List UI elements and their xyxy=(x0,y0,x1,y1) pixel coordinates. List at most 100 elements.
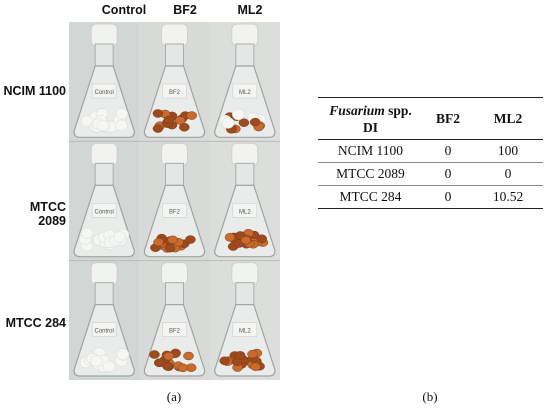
row-header-ncim-1100: NCIM 1100 xyxy=(3,84,66,98)
flask-label-text: BF2 xyxy=(169,329,181,335)
seed xyxy=(234,351,246,360)
seed xyxy=(185,235,196,244)
seed xyxy=(219,356,230,366)
flask-cell: Control xyxy=(69,22,140,142)
species-suffix: spp. xyxy=(384,102,412,118)
seed xyxy=(149,350,160,359)
flask-label-text: ML2 xyxy=(239,329,251,335)
table-row: NCIM 1100 0 100 xyxy=(318,140,543,163)
flask-cell: ML2 xyxy=(209,260,280,380)
seed xyxy=(249,117,261,127)
flask-cell: BF2 xyxy=(139,141,210,261)
cotton-plug xyxy=(231,142,259,166)
seed xyxy=(186,111,197,120)
cell-bf2: 0 xyxy=(444,166,452,181)
seed xyxy=(247,349,258,359)
seed xyxy=(240,235,252,245)
row-name: MTCC 284 xyxy=(339,189,402,204)
flask-body xyxy=(143,65,206,138)
row-header-mtcc-2089: MTCC 2089 xyxy=(29,200,66,228)
flask-label-text: ML2 xyxy=(239,209,251,215)
cotton-ball xyxy=(96,119,110,132)
seed xyxy=(152,109,164,118)
cotton-plug xyxy=(90,23,118,47)
seed xyxy=(179,122,190,132)
cotton-plug xyxy=(231,262,259,286)
species-name: Fusarium xyxy=(329,102,385,118)
header-bf2: BF2 xyxy=(435,110,460,126)
cotton-ball xyxy=(116,348,130,360)
cell-ml2: 10.52 xyxy=(492,189,524,204)
cotton-plug xyxy=(231,23,259,47)
row-name: MTCC 2089 xyxy=(336,166,405,181)
cotton-plug xyxy=(161,142,188,166)
flask-label-text: Control xyxy=(94,209,113,215)
table-row: MTCC 2089 0 0 xyxy=(318,163,543,186)
seed xyxy=(174,116,186,125)
caption-a: (a) xyxy=(166,389,182,404)
flask-label-patch xyxy=(91,322,117,337)
seed xyxy=(153,237,164,247)
flask-cell: ML2 xyxy=(209,22,280,142)
seed xyxy=(256,234,268,244)
seed xyxy=(162,362,173,371)
di-table: Fusarium spp. DI BF2 ML2 NCIM 1100 0 100… xyxy=(318,97,543,209)
flask-photo-grid: Control BF2 ML2 Control BF2 ML2 Control BF2 ML2 xyxy=(69,22,280,380)
seed xyxy=(163,115,175,125)
flask-cell: Control xyxy=(69,141,140,261)
flask-label-patch xyxy=(162,83,187,99)
seed xyxy=(177,363,189,373)
seed xyxy=(163,351,174,361)
flask-label-text: Control xyxy=(94,329,113,335)
flask-label-patch xyxy=(232,203,258,218)
flask-label-text: BF2 xyxy=(169,90,181,96)
cotton-ball xyxy=(80,227,94,239)
cell-bf2: 0 xyxy=(444,143,452,158)
header-di: DI xyxy=(362,119,378,135)
cotton-ball xyxy=(115,108,129,120)
cell-ml2: 0 xyxy=(504,166,512,181)
column-header-bf2: BF2 xyxy=(173,3,197,17)
cell-ml2: 100 xyxy=(497,143,519,158)
flask-label-text: Control xyxy=(94,90,113,96)
cotton-ball xyxy=(221,117,235,129)
seed xyxy=(250,362,261,371)
cotton-plug xyxy=(90,262,118,286)
seed xyxy=(238,118,250,127)
flask-label-patch xyxy=(91,83,117,99)
table-row: MTCC 284 0 10.52 xyxy=(318,186,543,209)
cotton-ball xyxy=(115,119,128,132)
header-species-di: Fusarium spp. DI xyxy=(318,98,423,140)
row-header-mtcc-284: MTCC 284 xyxy=(5,316,66,330)
cotton-ball xyxy=(113,231,126,243)
cotton-ball xyxy=(102,360,116,373)
seed xyxy=(167,235,178,245)
cotton-plug xyxy=(161,23,188,47)
flask-label-patch xyxy=(162,203,187,218)
header-ml2: ML2 xyxy=(493,110,523,126)
caption-b: (b) xyxy=(422,389,438,404)
flask-cell: ML2 xyxy=(209,141,280,261)
flask-cell: Control xyxy=(69,260,140,380)
seed xyxy=(164,243,176,253)
column-header-control: Control xyxy=(101,3,147,17)
cotton-plug xyxy=(161,262,188,286)
row-name: NCIM 1100 xyxy=(337,143,404,158)
seed xyxy=(183,351,194,361)
flask-label-text: ML2 xyxy=(239,90,251,96)
seed xyxy=(224,233,236,242)
flask-label-patch xyxy=(232,83,258,99)
flask-label-text: BF2 xyxy=(169,209,181,215)
flask-label-patch xyxy=(91,203,117,218)
flask-label-patch xyxy=(162,322,187,337)
flask-label-patch xyxy=(232,322,258,337)
cotton-ball xyxy=(232,108,245,121)
flask-cell: BF2 xyxy=(139,260,210,380)
cotton-plug xyxy=(90,142,118,166)
seed xyxy=(152,124,164,133)
column-header-ml2: ML2 xyxy=(237,3,263,17)
flask-photo-svg: Control BF2 ML2 Control BF2 ML2 Control BF2 ML2 xyxy=(69,22,280,380)
cotton-ball xyxy=(90,355,103,367)
table-header-row: Fusarium spp. DI BF2 ML2 xyxy=(318,97,543,140)
flask-cell: BF2 xyxy=(139,22,210,142)
